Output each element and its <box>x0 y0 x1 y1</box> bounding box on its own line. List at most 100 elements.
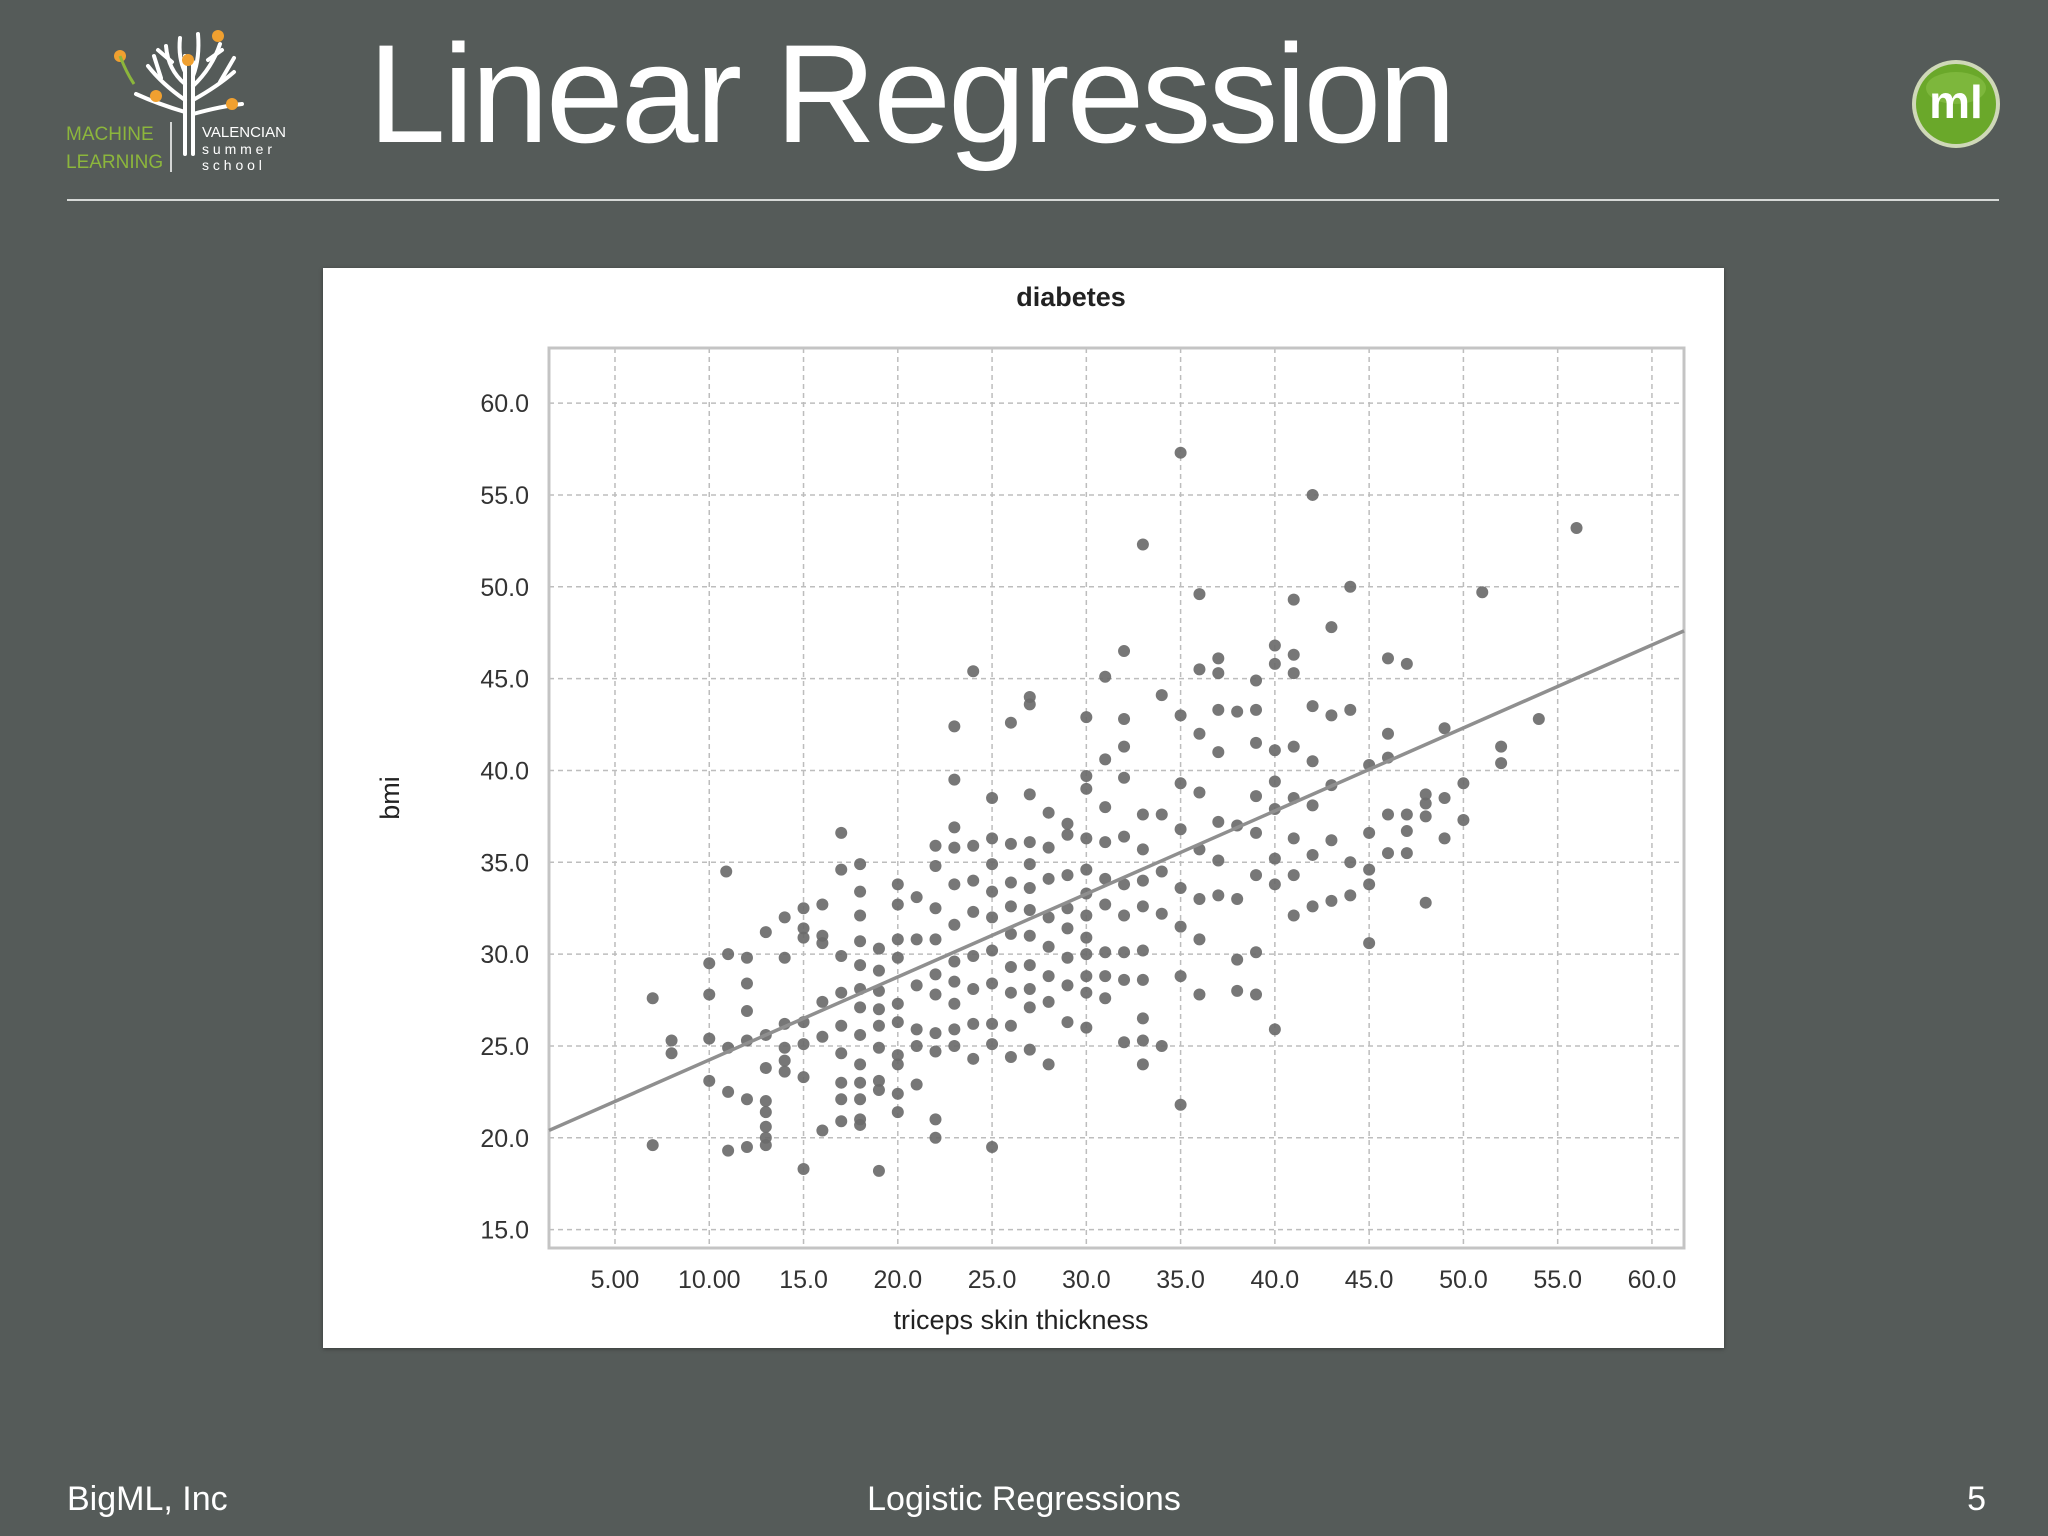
scatter-point <box>1061 922 1074 935</box>
scatter-point <box>740 951 753 964</box>
scatter-point <box>1004 837 1017 850</box>
scatter-point <box>1174 446 1187 459</box>
scatter-point <box>1004 1050 1017 1063</box>
scatter-point <box>910 979 923 992</box>
scatter-point <box>1325 834 1338 847</box>
scatter-point <box>759 1095 772 1108</box>
x-tick-label: 15.0 <box>779 1266 828 1294</box>
scatter-point <box>967 1052 980 1065</box>
scatter-point <box>1419 788 1432 801</box>
scatter-point <box>910 1078 923 1091</box>
grid-layer <box>549 348 1684 1248</box>
scatter-point <box>872 1019 885 1032</box>
scatter-point <box>797 922 810 935</box>
scatter-point <box>929 1027 942 1040</box>
scatter-point <box>778 1054 791 1067</box>
scatter-point <box>1306 700 1319 713</box>
regression-line <box>548 629 1685 1133</box>
scatter-point <box>1118 909 1131 922</box>
scatter-point <box>1457 814 1470 827</box>
scatter-point <box>1004 716 1017 729</box>
scatter-point <box>1268 775 1281 788</box>
scatter-point <box>1400 847 1413 860</box>
scatter-point <box>1268 657 1281 670</box>
scatter-point <box>948 720 961 733</box>
scatter-point <box>948 1039 961 1052</box>
scatter-point <box>1268 1023 1281 1036</box>
scatter-point <box>1136 843 1149 856</box>
scatter-point <box>797 931 810 944</box>
scatter-point <box>986 832 999 845</box>
scatter-point <box>1193 933 1206 946</box>
scatter-point <box>1212 703 1225 716</box>
scatter-point <box>1042 806 1055 819</box>
scatter-point <box>948 841 961 854</box>
scatter-point <box>1118 1036 1131 1049</box>
scatter-point <box>891 878 904 891</box>
scatter-point <box>1363 826 1376 839</box>
scatter-point <box>835 1019 848 1032</box>
scatter-point <box>1363 937 1376 950</box>
scatter-point <box>986 911 999 924</box>
machine-learning-valencian-summer-school-logo: MACHINE LEARNING VALENCIAN s u m m e r s… <box>66 30 286 173</box>
scatter-point <box>1212 815 1225 828</box>
scatter-point <box>1080 782 1093 795</box>
scatter-point <box>910 1039 923 1052</box>
regression-line-layer <box>548 629 1685 1133</box>
scatter-point <box>1381 808 1394 821</box>
scatter-point <box>854 959 867 972</box>
scatter-point <box>1136 1058 1149 1071</box>
scatter-point <box>1532 713 1545 726</box>
scatter-point <box>854 1058 867 1071</box>
scatter-point <box>891 1049 904 1062</box>
x-tick-label: 55.0 <box>1533 1266 1582 1294</box>
scatter-point <box>1438 792 1451 804</box>
scatter-point <box>1306 900 1319 913</box>
x-tick-label: 40.0 <box>1251 1266 1300 1294</box>
scatter-point <box>1287 740 1300 753</box>
scatter-point <box>1155 808 1168 821</box>
scatter-point <box>854 1076 867 1089</box>
scatter-point <box>1287 909 1300 922</box>
scatter-point <box>1268 639 1281 652</box>
scatter-point <box>1118 771 1131 784</box>
scatter-point <box>759 1139 772 1152</box>
scatter-point <box>1193 663 1206 676</box>
scatter-point <box>835 826 848 839</box>
scatter-point <box>740 1005 753 1018</box>
footer-deck-title: Logistic Regressions <box>867 1480 1181 1518</box>
scatter-point <box>986 977 999 990</box>
scatter-point <box>1250 674 1263 687</box>
scatter-point <box>1419 896 1432 909</box>
logo-text-machine: MACHINE <box>66 124 154 145</box>
scatter-point <box>1231 984 1244 997</box>
scatter-point <box>1193 588 1206 601</box>
scatter-point <box>1042 995 1055 1008</box>
y-tick-label: 45.0 <box>480 666 529 694</box>
scatter-point <box>854 1001 867 1014</box>
scatter-point <box>1400 657 1413 670</box>
scatter-point <box>778 1065 791 1078</box>
scatter-point <box>722 1085 735 1098</box>
scatter-point <box>1155 689 1168 702</box>
scatter-point <box>720 865 733 878</box>
scatter-point <box>948 918 961 931</box>
scatter-point <box>1231 953 1244 966</box>
scatter-point <box>967 665 980 678</box>
x-tick-label: 45.0 <box>1345 1266 1394 1294</box>
scatter-point <box>1080 931 1093 944</box>
scatter-point <box>1080 863 1093 876</box>
x-tick-label: 5.00 <box>591 1266 640 1294</box>
scatter-point <box>1250 736 1263 749</box>
scatter-point <box>948 955 961 968</box>
scatter-point <box>1023 858 1036 871</box>
y-tick-label: 40.0 <box>480 757 529 785</box>
scatter-point <box>1099 946 1112 959</box>
scatter-point <box>1118 878 1131 891</box>
scatter-point <box>1023 882 1036 894</box>
scatter-point <box>967 949 980 962</box>
y-axis-label: bmi <box>375 776 405 820</box>
scatter-point <box>1099 872 1112 885</box>
scatter-point <box>759 1062 772 1074</box>
scatter-point <box>1042 970 1055 983</box>
